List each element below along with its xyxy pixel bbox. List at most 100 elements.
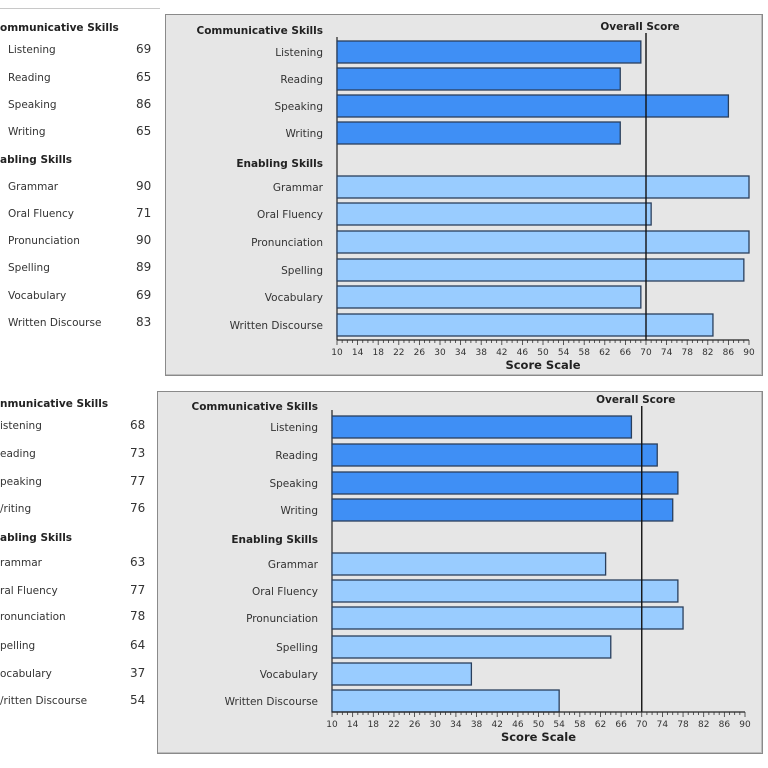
x-tick-label: 54: [553, 720, 565, 730]
score-row: istening 68: [0, 418, 160, 435]
x-tick-label: 14: [352, 348, 364, 358]
score-chart-2: Communicative Skills Enabling Skills Liste…: [192, 394, 751, 744]
x-tick-label: 86: [719, 720, 731, 730]
score-list-2: nmunicative Skills abling Skills istening 6…: [0, 0, 160, 768]
skill-score: 90: [136, 179, 152, 193]
score-row: Listening 69: [0, 42, 160, 59]
x-tick-label: 66: [615, 720, 627, 730]
x-tick-label: 58: [574, 720, 586, 730]
bar-communicative: [336, 67, 621, 91]
skill-score: 69: [136, 288, 152, 302]
score-row: pelling 64: [0, 638, 160, 655]
x-tick-label: 46: [517, 348, 529, 358]
category-label: Vocabulary: [260, 669, 318, 681]
skill-label: Reading: [8, 72, 51, 84]
skill-score: 76: [130, 501, 146, 515]
skill-score: 78: [130, 609, 146, 623]
category-label: Pronunciation: [246, 613, 318, 625]
enabling-skills-header: abling Skills: [0, 532, 73, 544]
category-label: Oral Fluency: [257, 209, 323, 221]
bar-enabling: [331, 579, 679, 603]
score-list-1: ommunicative Skills abling Skills Listenin…: [0, 0, 160, 370]
x-tick-label: 30: [430, 720, 442, 730]
score-row: /riting 76: [0, 501, 160, 518]
x-tick-label: 42: [491, 720, 502, 730]
skill-label: Writing: [8, 126, 46, 138]
skill-label: eading: [0, 448, 36, 460]
skill-score: 54: [130, 693, 146, 707]
skill-label: /ritten Discourse: [0, 695, 88, 707]
category-label: Spelling: [281, 265, 323, 277]
x-tick-label: 78: [681, 348, 693, 358]
x-tick-label: 90: [743, 348, 755, 358]
skill-score: 64: [130, 638, 146, 652]
x-tick-label: 62: [595, 720, 606, 730]
skill-label: Written Discourse: [8, 317, 102, 329]
skill-label: peaking: [0, 476, 42, 488]
score-chart-panel-2: Communicative Skills Enabling Skills Liste…: [157, 391, 763, 754]
x-tick-label: 14: [347, 720, 359, 730]
communicative-skills-header: ommunicative Skills: [0, 22, 119, 34]
bar-enabling: [336, 285, 642, 309]
x-tick-label: 54: [558, 348, 570, 358]
category-label: Pronunciation: [251, 237, 323, 249]
score-row: Reading 65: [0, 70, 160, 87]
score-row: Pronunciation 90: [0, 233, 160, 250]
skill-label: ocabulary: [0, 668, 52, 680]
bar-enabling: [331, 606, 684, 630]
x-tick-label: 82: [698, 720, 709, 730]
group-header-communicative: Communicative Skills: [197, 25, 324, 37]
x-tick-label: 26: [414, 348, 426, 358]
score-chart-1: Communicative Skills Enabling Skills Liste…: [197, 21, 755, 372]
skill-label: Speaking: [8, 99, 57, 111]
bar-enabling: [331, 689, 560, 713]
x-tick-label: 30: [434, 348, 446, 358]
bar-enabling: [336, 258, 745, 282]
score-row: ocabulary 37: [0, 666, 160, 683]
top-divider: [0, 8, 160, 9]
score-row: Oral Fluency 71: [0, 206, 160, 223]
communicative-skills-header: nmunicative Skills: [0, 398, 109, 410]
category-label: Reading: [275, 450, 318, 462]
bar-communicative: [336, 94, 730, 118]
x-tick-label: 58: [578, 348, 590, 358]
x-tick-label: 50: [533, 720, 545, 730]
skill-score: 83: [136, 315, 152, 329]
score-chart-panel-1: Communicative Skills Enabling Skills Liste…: [165, 14, 763, 376]
score-row: ral Fluency 77: [0, 583, 160, 600]
skill-label: Spelling: [8, 262, 50, 274]
skill-score: 77: [130, 474, 146, 488]
x-tick-label: 18: [368, 720, 380, 730]
skill-label: Grammar: [8, 181, 59, 193]
skill-label: Vocabulary: [8, 290, 67, 302]
group-header-communicative: Communicative Skills: [192, 401, 319, 413]
category-label: Vocabulary: [265, 292, 323, 304]
score-row: ronunciation 78: [0, 609, 160, 626]
skill-label: Listening: [8, 44, 56, 56]
x-tick-label: 78: [677, 720, 689, 730]
score-row: Writing 65: [0, 124, 160, 141]
bar-communicative: [336, 40, 642, 64]
x-tick-label: 38: [471, 720, 483, 730]
x-tick-label: 46: [512, 720, 524, 730]
bar-enabling: [331, 635, 612, 659]
x-tick-label: 50: [537, 348, 549, 358]
group-header-enabling: Enabling Skills: [231, 534, 318, 546]
overall-score-label: Overall Score: [596, 394, 675, 406]
bar-communicative: [331, 498, 674, 522]
x-tick-label: 74: [661, 348, 673, 358]
bar-enabling: [336, 313, 714, 337]
score-row: Grammar 90: [0, 179, 160, 196]
category-label: Writing: [281, 505, 319, 517]
skill-score: 37: [130, 666, 146, 680]
x-axis-title: Score Scale: [501, 730, 576, 744]
category-label: Writing: [286, 128, 324, 140]
score-row: Spelling 89: [0, 260, 160, 277]
skill-score: 86: [136, 97, 152, 111]
bar-enabling: [336, 230, 750, 254]
category-label: Spelling: [276, 642, 318, 654]
category-label: Listening: [275, 47, 323, 59]
skill-score: 77: [130, 583, 146, 597]
score-row: peaking 77: [0, 474, 160, 491]
category-label: Written Discourse: [225, 696, 318, 708]
